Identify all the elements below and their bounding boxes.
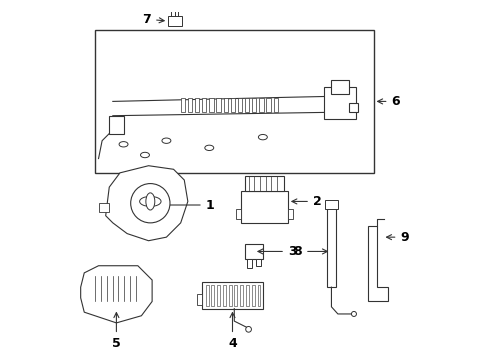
Ellipse shape: [146, 193, 155, 210]
Bar: [273, 98, 278, 112]
Bar: [245, 176, 284, 191]
Bar: [323, 87, 356, 119]
Bar: [240, 285, 243, 306]
Bar: [236, 208, 242, 219]
Bar: [197, 294, 202, 305]
Bar: [202, 98, 206, 112]
Text: 4: 4: [228, 312, 237, 350]
Ellipse shape: [162, 138, 171, 143]
Text: 1: 1: [152, 198, 215, 212]
Text: 3: 3: [258, 245, 296, 258]
Ellipse shape: [258, 134, 268, 140]
Text: 6: 6: [378, 95, 400, 108]
Ellipse shape: [140, 197, 161, 206]
Bar: [245, 244, 263, 258]
Bar: [223, 285, 226, 306]
Text: 8: 8: [294, 245, 327, 258]
Bar: [252, 98, 256, 112]
Bar: [246, 285, 249, 306]
Bar: [238, 98, 242, 112]
Bar: [259, 98, 264, 112]
Bar: [195, 98, 199, 112]
Polygon shape: [106, 166, 188, 241]
Bar: [95, 30, 373, 173]
Bar: [188, 98, 192, 112]
Bar: [229, 285, 232, 306]
Bar: [247, 258, 252, 267]
Bar: [327, 202, 336, 287]
Circle shape: [245, 327, 251, 332]
Circle shape: [131, 184, 170, 223]
Ellipse shape: [205, 145, 214, 150]
Bar: [331, 80, 348, 94]
Polygon shape: [368, 226, 388, 301]
Text: 7: 7: [143, 13, 164, 26]
Circle shape: [351, 311, 356, 316]
Bar: [325, 200, 338, 208]
Bar: [288, 208, 293, 219]
Text: 5: 5: [112, 312, 121, 350]
Polygon shape: [81, 266, 152, 323]
Text: 2: 2: [292, 195, 321, 208]
Bar: [98, 203, 109, 212]
Bar: [109, 116, 123, 134]
Ellipse shape: [119, 141, 128, 147]
Bar: [348, 103, 358, 112]
Bar: [206, 285, 209, 306]
Bar: [202, 282, 263, 309]
Bar: [217, 285, 220, 306]
Bar: [256, 258, 261, 266]
Bar: [245, 98, 249, 112]
Bar: [223, 98, 228, 112]
Text: 9: 9: [387, 231, 409, 244]
Bar: [252, 285, 255, 306]
Bar: [258, 285, 260, 306]
Bar: [209, 98, 214, 112]
Bar: [231, 98, 235, 112]
Bar: [212, 285, 214, 306]
Bar: [267, 98, 270, 112]
Bar: [242, 191, 288, 223]
Bar: [235, 285, 237, 306]
Bar: [168, 16, 182, 26]
Ellipse shape: [141, 152, 149, 158]
Bar: [181, 98, 185, 112]
Bar: [217, 98, 221, 112]
